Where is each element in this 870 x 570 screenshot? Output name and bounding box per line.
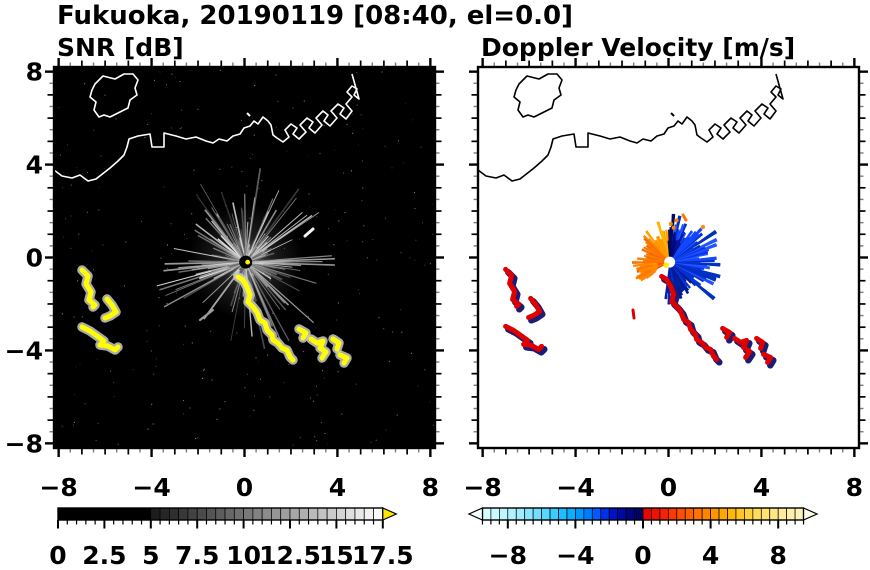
island-outline [513,73,563,118]
island-outline [89,73,139,118]
velocity-colorbar-label: 4 [702,541,719,570]
x-tick-label: 8 [422,473,439,502]
x-tick-label: −8 [39,473,77,502]
velocity-colorbar-label: 0 [634,541,651,570]
x-tick-label: −8 [463,473,501,502]
snr-echoes [77,227,352,368]
velocity-panel-title: Doppler Velocity [m/s] [481,33,796,62]
velocity-colorbar-right-arrow [802,507,819,521]
velocity-colorbar: −8 −4 0 4 8 [467,507,819,570]
figure-title: Fukuoka, 20190119 [08:40, el=0.0] [57,1,574,31]
snr-gray-streak [198,308,215,322]
velocity-echoes [503,213,777,369]
x-tick-label: 4 [329,473,346,502]
velocity-axes: −8 −4 0 4 8 [463,58,868,502]
snr-colorbar-arrow [382,507,398,521]
x-tick-label: −4 [132,473,170,502]
snr-colorbar-label: 12.5 [259,541,321,570]
x-tick-label: 8 [846,473,863,502]
snr-noise-speckles [58,67,435,448]
snr-axes: −8 −4 0 4 8 −8 −4 0 4 8 [5,58,444,502]
velocity-colorbar-left-arrow [467,507,484,521]
velocity-coastline [478,73,784,182]
snr-coastline [54,73,360,182]
snr-radar-center [239,255,253,269]
snr-colorbar-label: 17.5 [352,541,414,570]
velocity-fan [632,213,721,305]
y-tick-label: 4 [26,151,43,180]
snr-colorbar-label: 7.5 [175,541,219,570]
snr-colorbar-label: 2.5 [82,541,126,570]
snr-colorbar-label: 5 [142,541,159,570]
snr-panel-title: SNR [dB] [57,33,184,62]
snr-colorbar-label: 0 [49,541,66,570]
snr-colorbar-label: 10 [226,541,261,570]
x-tick-label: 4 [753,473,770,502]
snr-white-streak [303,227,315,238]
y-tick-label: −4 [5,336,43,365]
y-tick-label: 8 [26,58,43,87]
snr-colorbar-label: 15 [319,541,354,570]
coastline-path [54,73,360,182]
snr-radial-spokes [156,168,335,349]
coastline-path [478,73,784,182]
coast-islet [670,112,675,117]
velocity-colorbar-label: 8 [769,541,786,570]
y-tick-label: −8 [5,429,43,458]
coast-islet [246,112,251,117]
velocity-colorbar-label: −4 [556,541,594,570]
velocity-radar-center [663,256,676,268]
y-tick-label: 0 [26,244,43,273]
x-tick-label: 0 [236,473,253,502]
x-tick-label: 0 [660,473,677,502]
x-tick-label: −4 [556,473,594,502]
velocity-colorbar-label: −8 [489,541,527,570]
